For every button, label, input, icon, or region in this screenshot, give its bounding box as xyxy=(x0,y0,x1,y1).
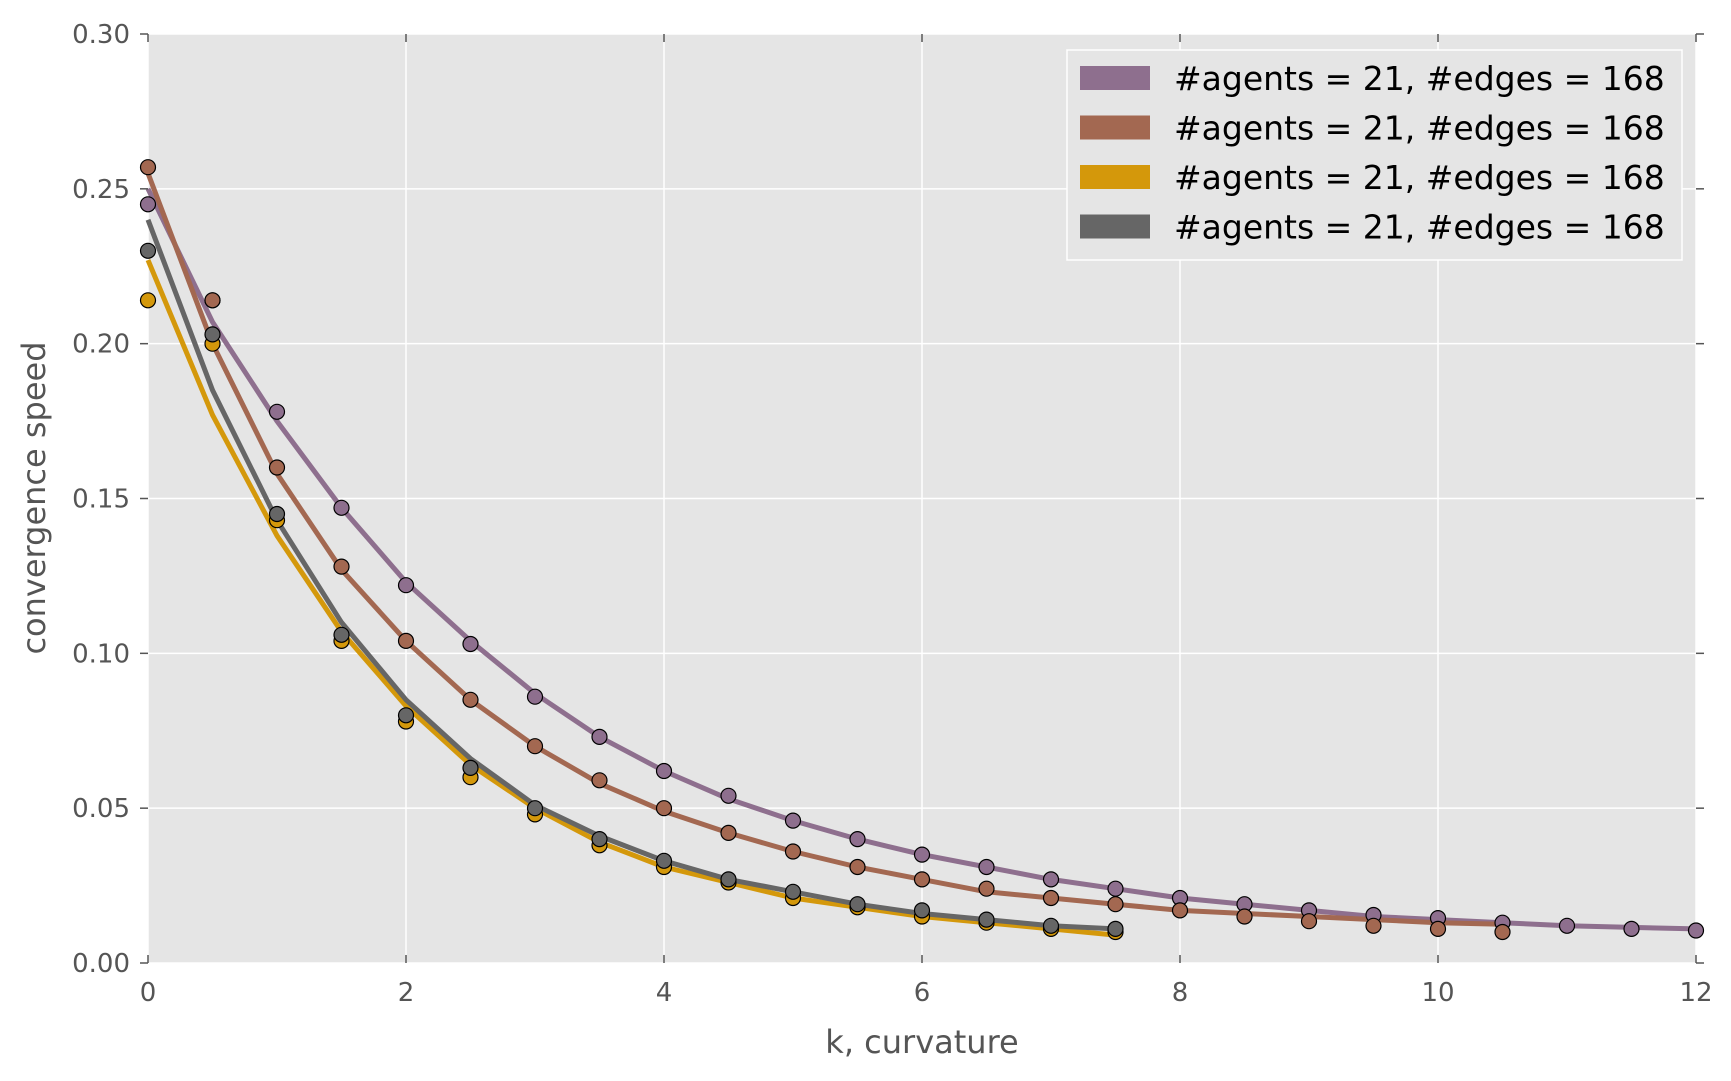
data-point xyxy=(139,292,157,309)
data-point xyxy=(462,759,479,777)
data-point xyxy=(784,812,802,829)
data-point xyxy=(849,858,866,876)
data-point xyxy=(978,880,995,897)
data-point xyxy=(655,800,673,817)
x-tick-label: 0 xyxy=(140,978,157,1008)
data-point xyxy=(1300,913,1318,930)
y-tick-label: 0.30 xyxy=(72,20,130,50)
data-point xyxy=(978,858,995,876)
data-point xyxy=(268,459,286,476)
data-point xyxy=(1365,917,1382,934)
y-axis-title: convergence speed xyxy=(15,341,53,654)
data-point xyxy=(333,558,350,575)
data-point xyxy=(1429,920,1447,938)
data-point xyxy=(526,800,544,817)
x-tick-label: 12 xyxy=(1679,978,1712,1008)
data-point xyxy=(655,852,673,869)
data-point xyxy=(526,738,544,755)
data-point xyxy=(1042,917,1060,934)
data-point xyxy=(913,846,931,863)
data-point xyxy=(397,632,415,650)
data-point xyxy=(268,403,286,420)
y-tick-label: 0.05 xyxy=(72,794,130,824)
data-point xyxy=(1171,902,1189,919)
data-point xyxy=(978,911,995,928)
series-line xyxy=(145,259,1116,938)
data-point xyxy=(591,728,608,746)
series-2 xyxy=(145,172,1503,927)
x-tick-label: 10 xyxy=(1421,978,1454,1008)
data-point xyxy=(849,896,866,913)
series-layer xyxy=(139,159,1705,941)
x-tick-label: 2 xyxy=(398,978,415,1008)
data-point xyxy=(913,902,931,919)
legend-label: #agents = 21, #edges = 168 xyxy=(1174,109,1665,148)
data-point xyxy=(849,830,866,848)
series-line xyxy=(145,218,1116,932)
data-point xyxy=(784,883,802,900)
data-point xyxy=(1042,871,1060,888)
x-axis-title: k, curvature xyxy=(825,1023,1018,1061)
y-tick-label: 0.15 xyxy=(72,485,130,515)
data-point xyxy=(1107,896,1124,913)
y-tick-label: 0.20 xyxy=(72,330,130,360)
legend-swatch xyxy=(1080,214,1150,239)
data-point xyxy=(784,843,802,860)
series-line xyxy=(145,172,1503,927)
data-point xyxy=(1236,908,1253,925)
data-point xyxy=(591,772,608,789)
data-point xyxy=(720,824,737,842)
y-tick-label: 0.10 xyxy=(72,639,130,669)
data-point xyxy=(720,871,737,888)
y-tick-label: 0.25 xyxy=(72,175,130,205)
data-point xyxy=(1042,889,1060,907)
legend-swatch xyxy=(1080,165,1150,189)
legend-swatch xyxy=(1080,66,1150,90)
data-point xyxy=(139,159,157,176)
series-4-markers xyxy=(139,242,1124,938)
data-point xyxy=(591,830,608,848)
series-4 xyxy=(145,218,1116,932)
data-point xyxy=(1687,922,1705,939)
y-tick-label: 0.00 xyxy=(72,949,130,979)
legend-label: #agents = 21, #edges = 168 xyxy=(1174,208,1665,247)
series-2-markers xyxy=(139,159,1511,941)
data-point xyxy=(204,326,221,343)
data-point xyxy=(397,707,415,724)
data-point xyxy=(655,762,673,780)
data-point xyxy=(1558,917,1576,934)
data-point xyxy=(204,292,221,309)
data-point xyxy=(1107,920,1124,938)
legend-box xyxy=(1066,49,1683,261)
data-point xyxy=(139,242,157,259)
data-point xyxy=(1494,923,1511,941)
data-point xyxy=(720,787,737,804)
data-point xyxy=(1623,920,1640,938)
data-point xyxy=(1107,880,1124,897)
axes: 0 2 4 6 8 10 12 0.00 0.05 0.10 0.15 0.20 0.25 0.30 xyxy=(72,20,1712,1008)
data-point xyxy=(462,635,479,653)
data-point xyxy=(268,505,286,523)
data-point xyxy=(139,196,157,213)
legend-label: #agents = 21, #edges = 168 xyxy=(1174,158,1665,197)
data-point xyxy=(333,499,350,516)
data-point xyxy=(397,577,415,594)
series-3 xyxy=(145,259,1116,938)
data-point xyxy=(913,871,931,888)
data-point xyxy=(526,688,544,705)
data-point xyxy=(333,626,350,643)
legend-label: #agents = 21, #edges = 168 xyxy=(1174,59,1665,98)
data-point xyxy=(462,691,479,708)
x-tick-label: 6 xyxy=(914,978,931,1008)
legend: #agents = 21, #edges = 168 #agents = 21, … xyxy=(1066,49,1683,261)
legend-swatch xyxy=(1080,115,1150,140)
x-tick-label: 8 xyxy=(1172,978,1189,1008)
x-tick-label: 4 xyxy=(656,978,673,1008)
